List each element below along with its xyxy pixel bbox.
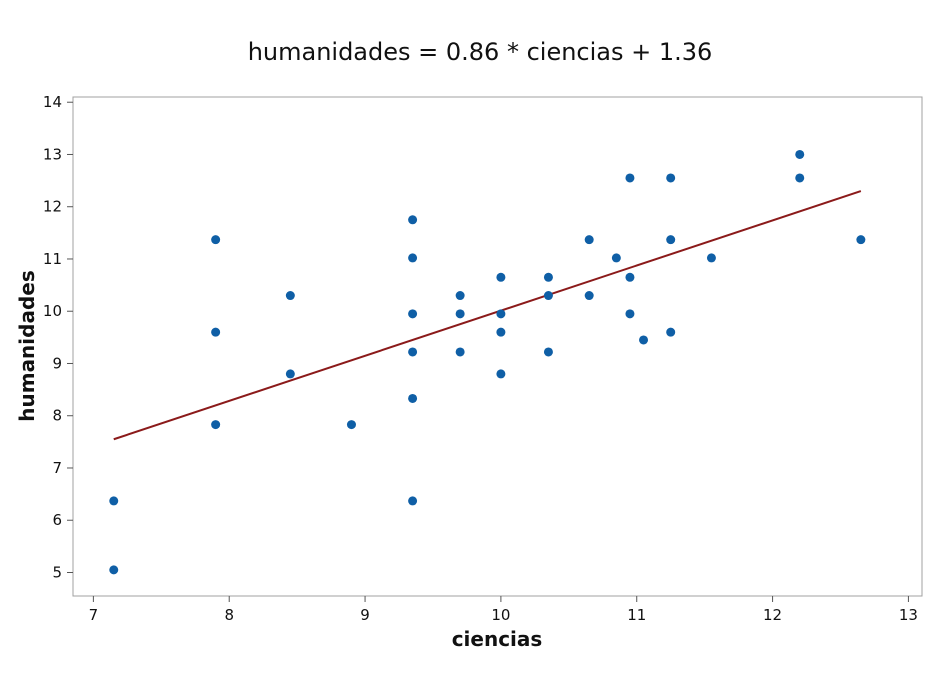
data-point	[285, 369, 295, 379]
data-point	[408, 347, 418, 357]
y-tick-label: 11	[43, 250, 62, 268]
data-point	[584, 291, 594, 301]
data-point	[584, 235, 594, 245]
data-point	[211, 235, 221, 245]
data-point	[496, 327, 506, 337]
x-tick-label: 12	[763, 606, 782, 624]
x-tick-label: 9	[360, 606, 370, 624]
y-tick-label: 8	[52, 407, 62, 425]
x-tick-label: 7	[89, 606, 99, 624]
data-point	[543, 347, 553, 357]
y-tick-label: 14	[43, 93, 62, 111]
data-point	[625, 173, 635, 183]
x-tick-label: 11	[627, 606, 646, 624]
x-tick-label: 10	[491, 606, 510, 624]
data-point	[543, 291, 553, 301]
data-point	[666, 235, 676, 245]
data-point	[211, 327, 221, 337]
regression-line	[113, 190, 862, 441]
data-point	[625, 272, 635, 282]
data-point	[496, 272, 506, 282]
data-point	[455, 291, 465, 301]
data-point	[666, 173, 676, 183]
data-point	[706, 253, 716, 263]
y-tick-label: 7	[52, 459, 62, 477]
data-point	[496, 369, 506, 379]
y-tick-label: 10	[43, 302, 62, 320]
data-point	[795, 173, 805, 183]
data-point	[543, 272, 553, 282]
data-point	[408, 215, 418, 225]
x-tick-label: 8	[224, 606, 234, 624]
data-point	[625, 309, 635, 319]
x-axis-label: ciencias	[452, 627, 543, 651]
data-point	[211, 420, 221, 430]
y-tick-label: 9	[52, 354, 62, 372]
data-point	[109, 565, 119, 575]
data-point	[455, 309, 465, 319]
data-point	[856, 235, 866, 245]
x-tick-label: 13	[899, 606, 918, 624]
data-point	[285, 291, 295, 301]
data-point	[795, 149, 805, 159]
y-axis-label: humanidades	[15, 270, 39, 422]
y-tick-label: 13	[43, 145, 62, 163]
data-point	[408, 496, 418, 506]
y-tick-label: 6	[52, 511, 62, 529]
y-axis: 5 6 7 8 9 10 11 12 13 14	[43, 93, 73, 581]
chart-title: humanidades = 0.86 * ciencias + 1.36	[248, 38, 713, 66]
data-point	[408, 253, 418, 263]
plot-area	[72, 96, 923, 597]
data-point	[496, 309, 506, 319]
data-point	[455, 347, 465, 357]
y-tick-label: 12	[43, 198, 62, 216]
data-point	[408, 393, 418, 403]
data-points	[109, 149, 866, 575]
data-point	[611, 253, 621, 263]
x-axis: 7 8 9 10 11 12 13	[89, 596, 918, 624]
data-point	[109, 496, 119, 506]
regression-line-group	[113, 190, 862, 441]
data-point	[408, 309, 418, 319]
data-point	[666, 327, 676, 337]
data-point	[346, 420, 356, 430]
y-tick-label: 5	[52, 563, 62, 581]
data-point	[639, 335, 649, 345]
